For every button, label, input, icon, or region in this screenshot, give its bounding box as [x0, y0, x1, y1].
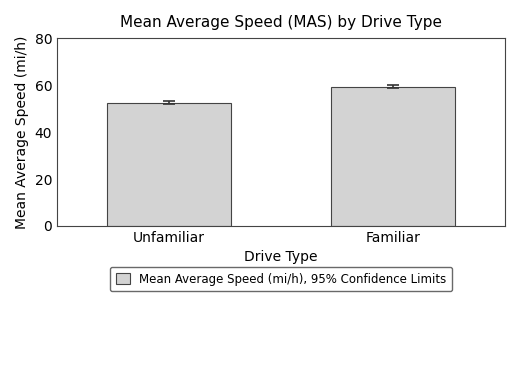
Y-axis label: Mean Average Speed (mi/h): Mean Average Speed (mi/h)	[15, 35, 29, 229]
Bar	[331, 87, 454, 226]
Bar	[108, 103, 231, 226]
Legend: Mean Average Speed (mi/h), 95% Confidence Limits: Mean Average Speed (mi/h), 95% Confidenc…	[110, 267, 452, 291]
X-axis label: Drive Type: Drive Type	[244, 250, 318, 264]
Title: Mean Average Speed (MAS) by Drive Type: Mean Average Speed (MAS) by Drive Type	[120, 15, 442, 30]
